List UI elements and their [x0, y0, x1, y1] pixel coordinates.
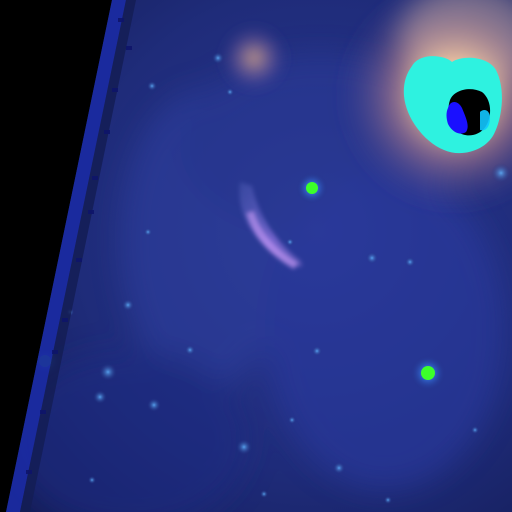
faint-star [185, 345, 195, 355]
faint-star [384, 496, 392, 504]
faint-star [144, 228, 152, 236]
faint-star [288, 416, 296, 424]
faint-star [226, 88, 234, 96]
masked-region [0, 0, 136, 512]
bright-star-1 [296, 172, 328, 204]
faint-star [88, 476, 96, 484]
faint-star [147, 81, 157, 91]
faint-star [93, 390, 107, 404]
faint-star [333, 462, 345, 474]
faint-star [147, 398, 161, 412]
small-nebula [220, 24, 288, 92]
faint-star [405, 257, 415, 267]
faint-star [99, 363, 117, 381]
faint-star [366, 252, 378, 264]
faint-star [286, 238, 294, 246]
faint-star [491, 163, 511, 183]
faint-star [122, 299, 134, 311]
saturated-core [403, 56, 502, 154]
arc-feature [239, 182, 303, 270]
faint-star [471, 426, 479, 434]
bright-star-2 [410, 355, 446, 391]
faint-star [212, 52, 224, 64]
faint-star [236, 439, 252, 455]
faint-star [312, 346, 322, 356]
faint-star [260, 490, 268, 498]
